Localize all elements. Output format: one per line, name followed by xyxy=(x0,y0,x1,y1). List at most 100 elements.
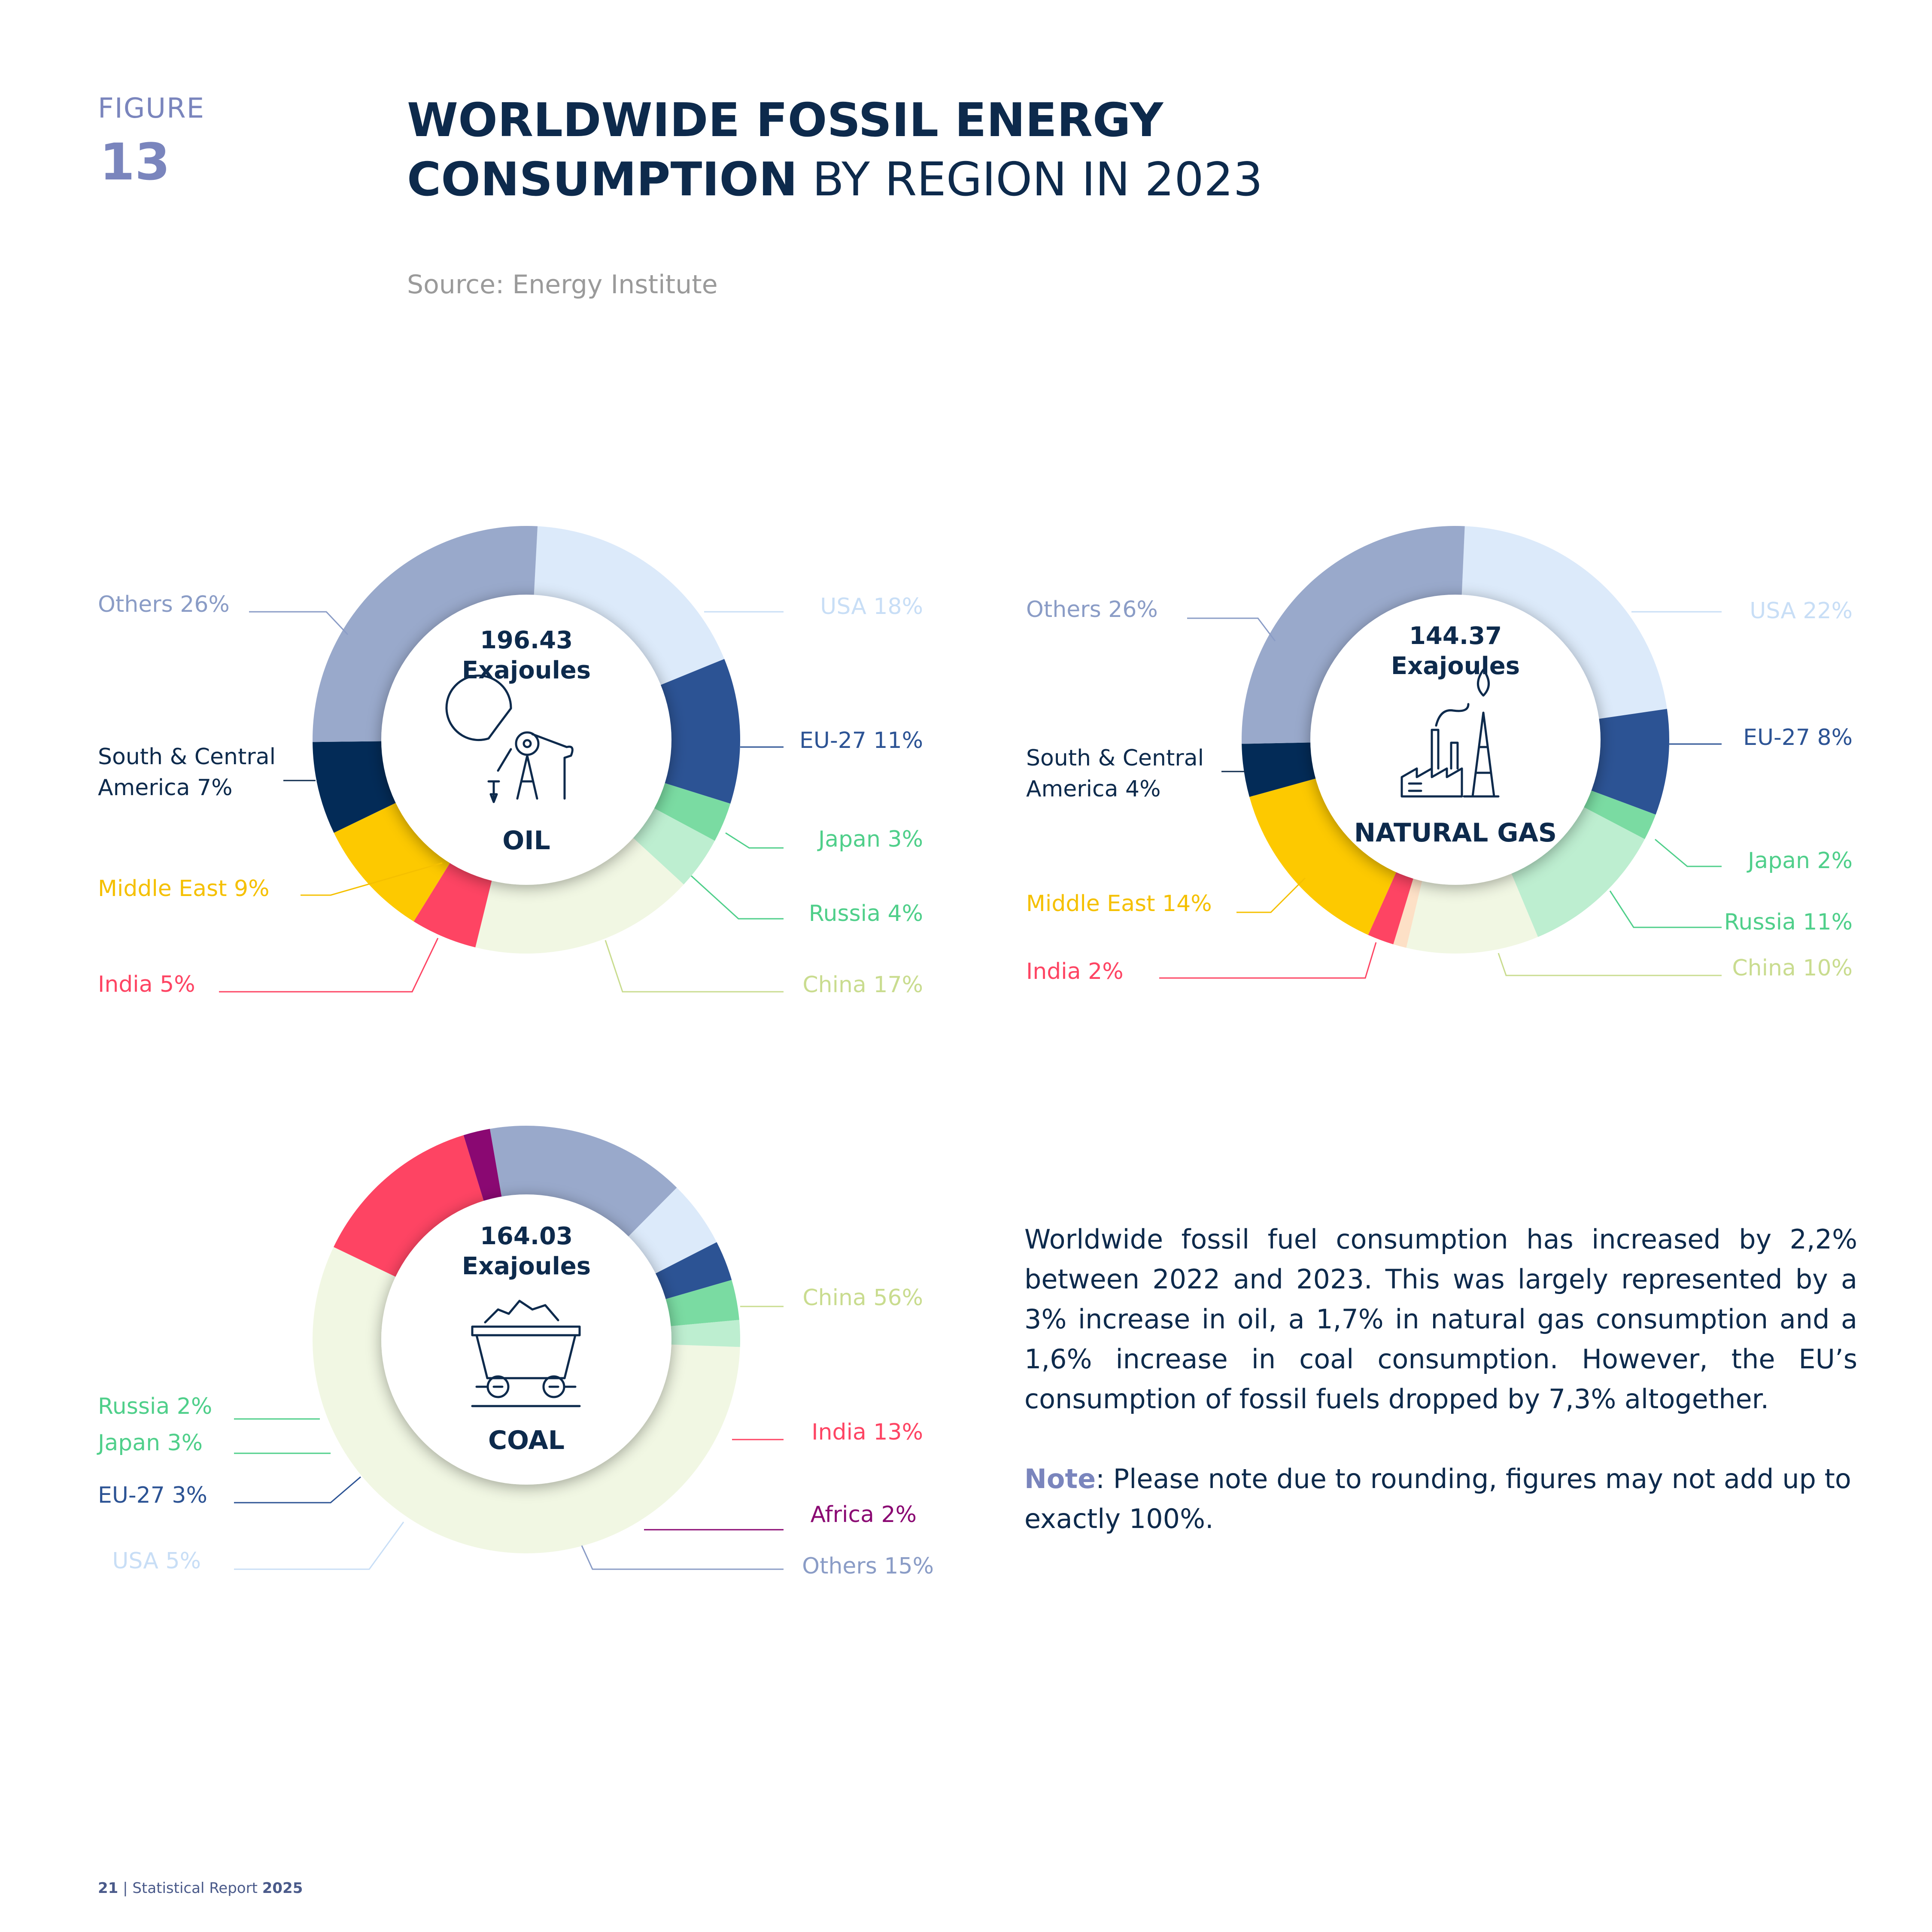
oil-donut: 196.43 Exajoules OIL USA 18% EU-27 11% Jap… xyxy=(98,526,923,998)
oil-labels: USA 18% EU-27 11% Japan 3% Russia 4% China 1… xyxy=(98,592,923,998)
gas-leader-india xyxy=(1159,942,1377,979)
gas-label-south-central-america-line2: America 4% xyxy=(1026,776,1161,802)
oil-total-unit: Exajoules xyxy=(462,656,591,684)
oil-slice-india xyxy=(413,860,493,948)
figure-number: 13 xyxy=(100,132,170,191)
coal-label-india: India 13% xyxy=(811,1419,923,1445)
gas-label-south-central-america: South & Central xyxy=(1026,745,1204,771)
oil-leader-lines xyxy=(219,611,784,993)
page-number: 21 xyxy=(98,1880,118,1897)
oil-slice-middle-east xyxy=(334,801,452,922)
oil-leader-india xyxy=(219,938,439,993)
footer-year: 2025 xyxy=(262,1880,303,1897)
gas-total-unit: Exajoules xyxy=(1391,652,1520,680)
gas-leader-lines xyxy=(1159,611,1722,979)
oil-label-others: Others 26% xyxy=(98,592,230,617)
oil-slice-south-central-america xyxy=(313,741,399,833)
oil-label-japan: Japan 3% xyxy=(817,826,923,852)
coal-slice-africa xyxy=(463,1129,502,1204)
coal-leader-eu-27 xyxy=(234,1476,361,1504)
coal-label-japan: Japan 3% xyxy=(97,1430,203,1456)
oil-total-value: 196.43 xyxy=(480,626,573,654)
gas-chart-name: NATURAL GAS xyxy=(1354,818,1557,848)
gas-slice-eu-27 xyxy=(1588,709,1669,815)
coal-slice-usa xyxy=(626,1188,717,1275)
coal-slice-japan xyxy=(662,1280,739,1327)
rounding-note: Note: Please note due to rounding, figur… xyxy=(1024,1459,1857,1539)
gas-slice-china xyxy=(1406,870,1538,954)
gas-slice-south-central-america xyxy=(1242,742,1319,797)
gas-label-usa: USA 22% xyxy=(1750,598,1853,624)
coal-donut: 164.03 Exajoules COAL China 56% India 13%… xyxy=(97,1126,934,1579)
source-note: Source: Energy Institute xyxy=(407,270,718,300)
coal-chart-name: COAL xyxy=(488,1425,565,1455)
coal-leader-usa xyxy=(234,1522,404,1570)
coal-slice-russia xyxy=(667,1320,741,1347)
oil-leader-others xyxy=(249,611,349,635)
oil-leader-japan xyxy=(725,832,784,849)
gas-leader-japan xyxy=(1655,838,1722,867)
gas-donut: 144.37 Exajoules NATURAL GAS USA 22% EU-2… xyxy=(1026,526,1853,984)
note-text: : Please note due to rounding, figures m… xyxy=(1024,1463,1851,1534)
coal-slice-china xyxy=(312,1247,740,1554)
gas-labels: USA 22% EU-27 8% Japan 2% Russia 11% China 1… xyxy=(1026,597,1853,984)
oil-leader-middle-east xyxy=(301,862,443,896)
oil-label-china: China 17% xyxy=(802,972,923,998)
coal-total-value: 164.03 xyxy=(480,1222,573,1250)
note-key: Note xyxy=(1024,1463,1096,1495)
gas-leader-middle-east xyxy=(1236,877,1306,913)
coal-slice-others xyxy=(490,1126,677,1239)
page-footer: 21 | Statistical Report 2025 xyxy=(98,1880,303,1897)
gas-label-japan: Japan 2% xyxy=(1747,848,1853,874)
gas-leader-russia xyxy=(1609,890,1722,928)
coal-center-disc xyxy=(381,1194,671,1485)
coal-label-others: Others 15% xyxy=(802,1553,934,1579)
coal-label-russia: Russia 2% xyxy=(98,1394,212,1419)
coal-cart-icon xyxy=(471,1300,581,1407)
oil-label-south-central-america-line2: America 7% xyxy=(98,775,233,801)
coal-label-eu-27: EU-27 3% xyxy=(98,1482,207,1508)
coal-label-africa: Africa 2% xyxy=(811,1502,917,1528)
gas-slice-others xyxy=(1242,526,1465,744)
footer-report: Statistical Report xyxy=(132,1880,262,1897)
footer-separator: | xyxy=(118,1880,133,1897)
title-light-part: BY REGION IN 2023 xyxy=(797,153,1263,207)
oil-label-usa: USA 18% xyxy=(820,594,923,620)
gas-slice-usa xyxy=(1461,526,1667,720)
gas-leader-others xyxy=(1187,617,1276,641)
coal-slice-eu-27 xyxy=(652,1242,732,1300)
coal-label-usa: USA 5% xyxy=(112,1548,201,1574)
coal-total-unit: Exajoules xyxy=(462,1252,591,1280)
oil-label-india: India 5% xyxy=(98,972,195,997)
oil-label-russia: Russia 4% xyxy=(809,901,923,927)
oil-leader-russia xyxy=(690,875,784,920)
gas-leader-china xyxy=(1498,953,1722,976)
gas-label-india: India 2% xyxy=(1026,959,1124,984)
gas-slices xyxy=(1242,526,1669,954)
oil-label-middle-east: Middle East 9% xyxy=(98,876,270,902)
gas-label-others: Others 26% xyxy=(1026,597,1158,623)
body-paragraph: Worldwide fossil fuel consumption has in… xyxy=(1024,1224,1857,1415)
oil-slices xyxy=(312,526,740,954)
figure-label: FIGURE xyxy=(98,93,205,125)
gas-slice-middle-east xyxy=(1249,778,1398,935)
gas-total-value: 144.37 xyxy=(1409,622,1502,650)
coal-slice-india xyxy=(334,1135,485,1279)
gas-label-eu-27: EU-27 8% xyxy=(1743,725,1853,750)
gas-label-russia: Russia 11% xyxy=(1724,909,1853,935)
coal-slices xyxy=(312,1126,741,1554)
oil-leader-china xyxy=(605,940,784,993)
gas-center-disc xyxy=(1310,595,1601,885)
oil-chart-name: OIL xyxy=(502,826,550,856)
coal-leader-others xyxy=(581,1545,784,1570)
oil-slice-japan xyxy=(651,782,731,841)
coal-leader-lines xyxy=(234,1306,784,1570)
gas-slice-russia xyxy=(1510,805,1645,937)
gas-label-middle-east: Middle East 14% xyxy=(1026,891,1212,917)
gas-slice-small xyxy=(1393,875,1423,948)
coal-label-china: China 56% xyxy=(802,1285,923,1311)
oil-label-eu-27: EU-27 11% xyxy=(799,728,923,753)
oil-slice-china xyxy=(475,835,684,954)
gas-label-china: China 10% xyxy=(1732,955,1853,981)
oil-slice-eu-27 xyxy=(657,659,740,804)
